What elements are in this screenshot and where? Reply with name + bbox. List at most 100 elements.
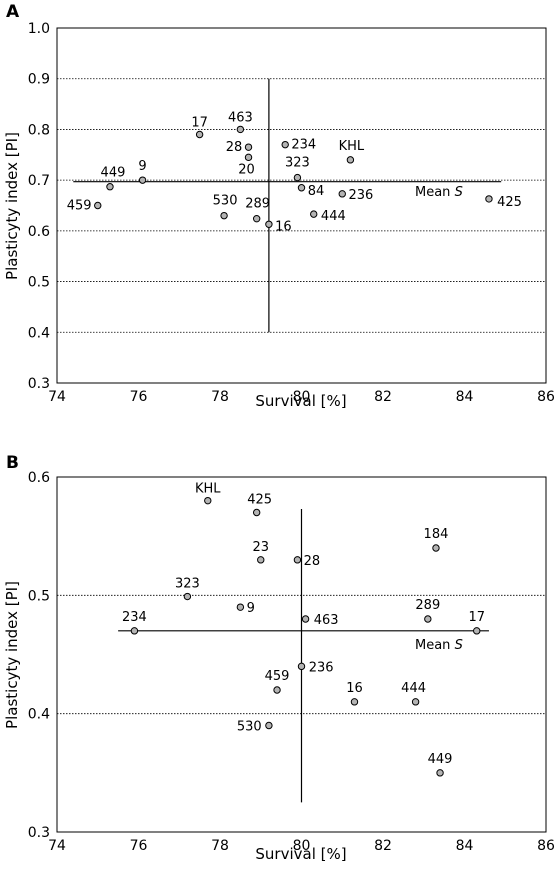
panel-b-point-label-444: 444 [401,681,426,696]
panel-b-point-17 [473,627,481,635]
panel-a-point-label-463: 463 [228,110,253,125]
panel-a-point-label-20: 20 [238,162,255,177]
panel-b-label: B [6,453,19,473]
panel-b-point-289 [424,615,432,623]
panel-a-y-tick-label: 0.9 [28,72,50,88]
panel-b-point-530 [265,721,273,730]
panel-b-y-ticks: 0.3 0.4 0.5 0.6 [28,470,50,841]
panel-b-point-label-16: 16 [346,681,363,696]
panel-b-point-label-530: 530 [237,720,262,735]
panel-a-point-label-444: 444 [321,209,346,224]
panel-b: B KHL 425 184 23 28 323 9 463 289 17 234 236 459 16 44… [3,453,555,863]
panel-b-point-label-236: 236 [309,660,334,675]
panel-b-point-label-9: 9 [247,601,255,616]
panel-a-point-236 [338,190,346,198]
panel-a-point-449 [106,183,114,191]
panel-b-point-16 [350,698,359,706]
panel-b-y-tick-label: 0.5 [28,588,50,604]
panel-b-point-463 [301,615,310,623]
panel-b-point-9 [236,603,245,611]
panel-b-x-tick-label: 76 [130,838,148,854]
panel-b-point-label-17: 17 [468,610,485,625]
panel-a-point-20 [244,153,253,162]
panel-b-mean-label: Mean S [415,638,463,653]
panel-a-y-tick-label: 0.7 [28,173,50,189]
panel-a-x-tick-label: 78 [211,389,229,405]
panel-b-point-425 [252,508,261,517]
panel-a-point-label-323: 323 [285,156,310,171]
panel-b-point-label-323: 323 [175,577,200,592]
panel-a-point-84 [297,184,306,192]
panel-a-point-label-28: 28 [226,140,243,155]
panel-a-mean-label: Mean S [415,185,463,200]
panel-b-point-323 [183,592,192,601]
panel-a-point-label-84: 84 [308,184,325,199]
panel-a-gridlines [57,78,546,333]
panel-a-point-323 [293,173,302,182]
panel-b-x-ticks: 74 76 78 80 82 84 86 [48,838,555,854]
panel-b-y-tick-label: 0.4 [28,707,50,723]
panel-a-x-tick-label: 76 [130,389,148,405]
panel-b-point-234 [130,627,139,635]
panel-a-point-label-17: 17 [191,116,208,131]
panel-a-mean-prefix: Mean [415,185,455,200]
panel-b-frame [56,476,547,833]
panel-b-point-449 [436,769,444,777]
panel-b-point-label-449: 449 [428,752,453,767]
panel-a-point-444 [310,210,318,218]
panel-a-mean-var: S [455,185,463,200]
panel-a-point-17 [195,130,204,139]
panel-a-point-label-289: 289 [245,197,270,212]
panel-b-y-tick-label: 0.3 [28,825,50,841]
panel-b-mean-lines [118,508,489,803]
panel-a-point-28 [244,143,253,151]
panel-a-y-tick-label: 0.4 [28,325,50,341]
panel-b-point-khl [204,496,212,505]
panel-b-point-label-23: 23 [252,540,269,555]
panel-a-x-ticks: 74 76 78 80 82 84 86 [48,389,555,405]
panel-b-point-label-234: 234 [122,610,147,625]
panel-a-y-axis-label: Plasticyty index [PI] [3,132,21,280]
panel-a-x-tick-label: 86 [537,389,555,405]
panel-a-point-425 [485,195,493,203]
panel-a-points: 17 463 28 20 234 KHL 449 9 459 323 84 236 425 530 289 1… [67,110,522,234]
panel-b-point-label-28: 28 [304,554,321,569]
panel-b-x-axis-label: Survival [%] [255,845,346,863]
panel-a-x-tick-label: 74 [48,389,66,405]
panel-a-x-tick-label: 84 [456,389,474,405]
panel-b-point-label-184: 184 [424,527,449,542]
panel-a-point-label-khl: KHL [339,139,365,154]
panel-a-point-label-449: 449 [101,166,126,181]
panel-a-point-16 [265,220,273,228]
panel-a-y-tick-label: 0.8 [28,122,50,138]
panel-b-x-tick-label: 84 [456,838,474,854]
panel-b-points: KHL 425 184 23 28 323 9 463 289 17 234 236 459 16 444 5… [122,482,485,777]
panel-a-point-label-16: 16 [275,219,292,234]
panel-b-y-axis-label: Plasticyty index [PI] [3,581,21,729]
panel-a-point-463 [236,125,245,134]
panel-a-point-label-234: 234 [291,138,316,153]
panel-a-point-label-236: 236 [348,188,373,203]
panel-b-x-tick-label: 82 [374,838,392,854]
panel-a-point-234 [281,140,289,149]
panel-b-x-tick-label: 74 [48,838,66,854]
panel-b-mean-prefix: Mean [415,638,455,653]
panel-b-point-184 [432,544,440,552]
panel-b-mean-var: S [455,638,463,653]
panel-b-point-444 [411,698,420,706]
panel-b-point-label-289: 289 [415,598,440,613]
panel-a-point-9 [138,176,147,184]
panel-b-x-tick-label: 80 [293,838,311,854]
panel-a-x-axis-label: Survival [%] [255,392,346,410]
panel-a-point-label-530: 530 [213,194,238,209]
panel-a-point-label-425: 425 [497,195,522,210]
panel-b-point-label-463: 463 [314,613,339,628]
panel-b-point-28 [293,556,302,564]
panel-b-point-459 [273,686,281,694]
panel-a: A 17 463 28 20 234 KHL 449 9 459 323 84 236 425 530 28… [3,2,555,410]
panel-a-x-tick-label: 82 [374,389,392,405]
panel-a-x-tick-label: 80 [293,389,311,405]
panel-b-point-236 [297,662,306,671]
panel-b-point-label-khl: KHL [195,482,221,497]
